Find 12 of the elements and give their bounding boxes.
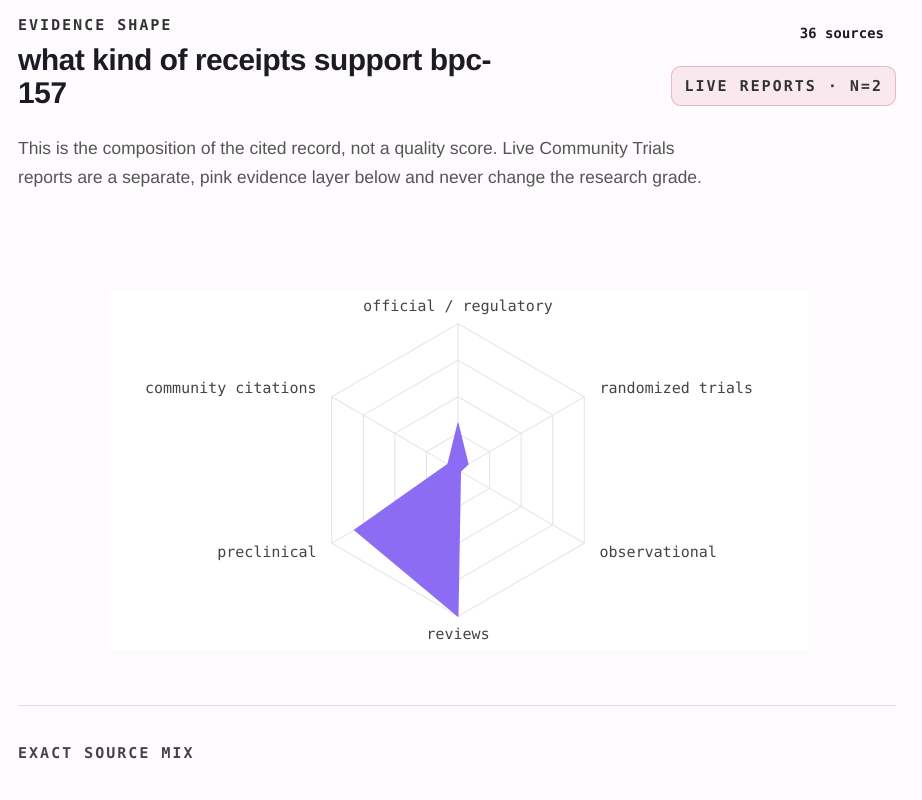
text: EVIDENCE SHAPE [18, 16, 172, 34]
spoke-label: reviews [426, 624, 490, 643]
spoke-label: official / regulatory [363, 297, 553, 316]
text: EXACT SOURCE MIX [18, 744, 194, 762]
text: LIVE REPORTS · N=2 [671, 66, 896, 106]
text: 36 sources [800, 26, 884, 42]
spoke-label: preclinical [217, 542, 317, 561]
chart-title: what kind of receipts support bpc-157 [18, 44, 492, 110]
spoke-label: randomized trials [599, 379, 753, 398]
spoke-label: community citations [144, 379, 317, 398]
spoke-label: observational [599, 542, 717, 561]
chart-subtitle: This is the composition of the cited record, not a quality score. Live Community Trials reports are a separate, pink evidence layer below and never change the research grade. [18, 137, 703, 189]
